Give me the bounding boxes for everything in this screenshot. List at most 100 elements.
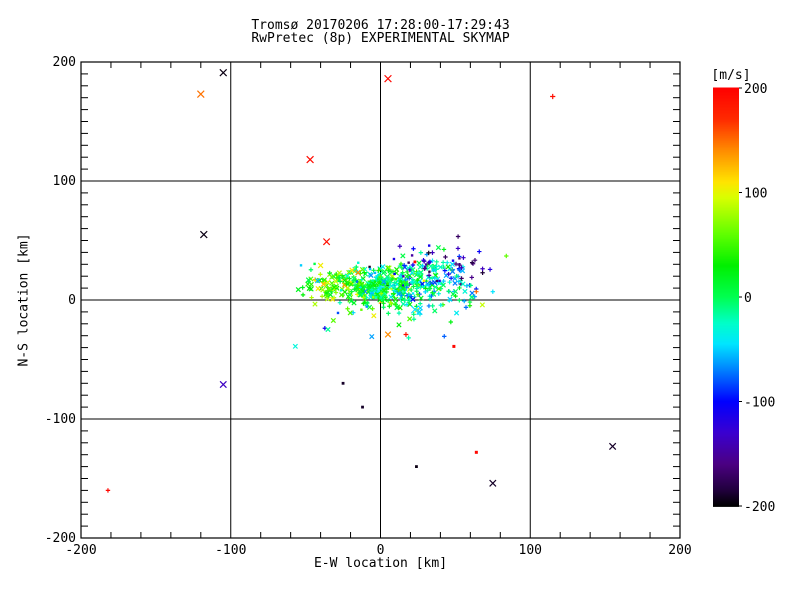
scatter-dot [435,279,439,283]
colorbar-segment [713,494,739,496]
scatter-dot [348,293,351,296]
colorbar-segment [713,389,739,391]
colorbar-segment [713,470,739,472]
colorbar-segment [713,169,739,171]
colorbar-segment [713,293,739,295]
colorbar-segment [713,133,739,135]
scatter-x [326,286,332,292]
scatter-plus [443,254,448,260]
scatter-plus [339,273,345,278]
colorbar-segment [713,329,739,331]
scatter-x [392,296,399,302]
colorbar-segment [713,383,739,385]
scatter-x [432,272,439,279]
colorbar-segment [713,447,739,449]
colorbar-segment [713,311,739,313]
colorbar-segment [713,122,739,124]
scatter-plus [392,288,397,293]
colorbar-segment [713,307,739,309]
colorbar-segment [713,142,739,144]
colorbar-segment [713,472,739,474]
scatter-plus [345,306,350,311]
scatter-plus [414,286,420,291]
scatter-dot [371,279,374,282]
scatter-x [377,276,383,282]
colorbar-segment [713,315,739,317]
colorbar-segment [713,414,739,416]
colorbar-segment [713,390,739,392]
colorbar-segment [713,461,739,463]
y-axis-label: N-S location [km] [16,233,32,367]
scatter-plus [409,279,415,285]
colorbar-segment [713,500,739,502]
scatter-x [447,296,453,302]
colorbar-segment [713,229,739,231]
colorbar-segment [713,466,739,468]
colorbar-segment [713,394,739,396]
scatter-x [315,286,321,292]
colorbar-segment [713,280,739,282]
colorbar-segment [713,467,739,469]
scatter-x [324,293,330,299]
colorbar-segment [713,478,739,480]
scatter-plus [300,285,305,290]
scatter-dot [365,305,368,308]
colorbar-segment [713,112,739,114]
colorbar-segment [713,275,739,277]
scatter-dot [355,280,359,283]
colorbar-segment [713,353,739,355]
colorbar-segment [713,308,739,310]
scatter-x [416,308,423,316]
colorbar-segment [713,120,739,122]
colorbar-segment [713,365,739,367]
colorbar-segment [713,459,739,461]
colorbar-segment [713,215,739,217]
colorbar-segment [713,406,739,408]
colorbar-segment [713,417,739,419]
scatter-plus [403,281,409,286]
y-tick-label: 100 [53,174,76,189]
colorbar-segment [713,212,739,214]
scatter-plus [550,93,556,100]
colorbar-segment [713,101,739,103]
colorbar-segment [713,247,739,249]
scatter-plus [426,282,432,288]
scatter-plus [423,289,428,295]
colorbar-segment [713,134,739,136]
colorbar-segment [713,253,739,255]
colorbar-tick-label: 200 [744,82,767,97]
scatter-plus [490,289,496,294]
scatter-dot [451,259,455,262]
colorbar-segment [713,284,739,286]
scatter-plus [387,304,392,309]
colorbar-segment [713,418,739,420]
colorbar-segment [713,102,739,104]
colorbar-segment [713,325,739,327]
scatter-x [384,74,392,83]
colorbar-segment [713,454,739,456]
scatter-plus [401,263,407,268]
colorbar-segment [713,324,739,326]
colorbar-tick-label: -200 [744,500,775,515]
scatter-x [453,310,460,316]
colorbar-segment [713,320,739,322]
scatter-x [460,281,466,287]
colorbar-segment [713,265,739,267]
colorbar-segment [713,286,739,288]
scatter-plus [440,260,446,265]
colorbar-segment [713,295,739,297]
scatter-plus [361,295,366,300]
colorbar-segment [713,480,739,482]
colorbar-segment [713,345,739,347]
colorbar-segment [713,168,739,170]
scatter-x [419,281,425,287]
colorbar-segment [713,460,739,462]
scatter-plus [362,300,367,305]
colorbar-segment [713,228,739,230]
scatter-x [368,272,374,279]
scatter-plus [355,292,360,297]
scatter-dot [374,296,378,299]
colorbar-segment [713,203,739,205]
colorbar-segment [713,148,739,150]
colorbar-segment [713,502,739,504]
